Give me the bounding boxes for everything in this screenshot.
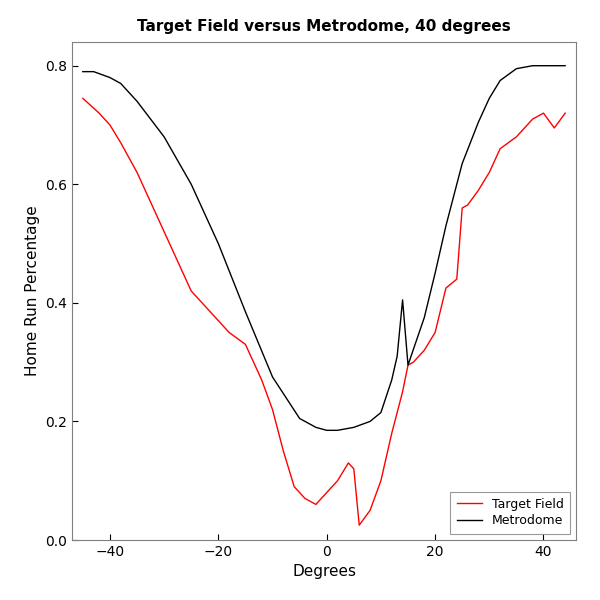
Target Field bbox=[356, 521, 363, 529]
Metrodome bbox=[90, 68, 97, 75]
Metrodome bbox=[377, 409, 385, 416]
Metrodome bbox=[540, 62, 547, 70]
Metrodome bbox=[133, 98, 140, 105]
Target Field bbox=[242, 341, 249, 348]
Target Field bbox=[79, 95, 86, 102]
Target Field bbox=[453, 275, 460, 283]
Metrodome bbox=[475, 118, 482, 125]
Metrodome bbox=[296, 415, 303, 422]
Target Field bbox=[133, 169, 140, 176]
Metrodome bbox=[106, 74, 113, 81]
Metrodome bbox=[350, 424, 358, 431]
Target Field bbox=[485, 169, 493, 176]
Metrodome bbox=[161, 133, 168, 140]
Metrodome bbox=[242, 308, 249, 316]
Target Field bbox=[269, 406, 276, 413]
Target Field bbox=[377, 477, 385, 484]
Metrodome bbox=[458, 160, 466, 167]
Target Field bbox=[215, 317, 222, 324]
Target Field bbox=[442, 284, 449, 292]
Metrodome bbox=[323, 427, 331, 434]
Target Field bbox=[458, 205, 466, 212]
Target Field bbox=[529, 115, 536, 122]
Line: Metrodome: Metrodome bbox=[83, 66, 565, 430]
Metrodome bbox=[442, 222, 449, 229]
Target Field bbox=[497, 145, 504, 152]
Target Field bbox=[475, 187, 482, 194]
Metrodome bbox=[269, 373, 276, 380]
Target Field bbox=[513, 133, 520, 140]
Metrodome bbox=[431, 269, 439, 277]
Metrodome bbox=[529, 62, 536, 70]
Target Field bbox=[323, 489, 331, 496]
Metrodome bbox=[79, 68, 86, 75]
Metrodome bbox=[334, 427, 341, 434]
Metrodome bbox=[562, 62, 569, 70]
Target Field bbox=[464, 202, 471, 209]
Metrodome bbox=[312, 424, 319, 431]
Target Field bbox=[161, 228, 168, 235]
X-axis label: Degrees: Degrees bbox=[292, 565, 356, 580]
Target Field bbox=[399, 388, 406, 395]
Target Field bbox=[95, 110, 103, 117]
Target Field bbox=[290, 483, 298, 490]
Metrodome bbox=[485, 95, 493, 102]
Metrodome bbox=[399, 296, 406, 304]
Target Field bbox=[431, 329, 439, 336]
Target Field bbox=[350, 465, 358, 472]
Target Field bbox=[540, 110, 547, 117]
Metrodome bbox=[551, 62, 558, 70]
Target Field bbox=[106, 121, 113, 128]
Title: Target Field versus Metrodome, 40 degrees: Target Field versus Metrodome, 40 degree… bbox=[137, 19, 511, 34]
Metrodome bbox=[404, 362, 412, 369]
Target Field bbox=[421, 347, 428, 354]
Target Field bbox=[188, 287, 195, 295]
Target Field bbox=[345, 460, 352, 467]
Target Field bbox=[334, 477, 341, 484]
Target Field bbox=[280, 448, 287, 455]
Target Field bbox=[301, 495, 308, 502]
Metrodome bbox=[188, 181, 195, 188]
Y-axis label: Home Run Percentage: Home Run Percentage bbox=[25, 206, 40, 376]
Line: Target Field: Target Field bbox=[83, 98, 565, 525]
Metrodome bbox=[367, 418, 374, 425]
Target Field bbox=[367, 507, 374, 514]
Target Field bbox=[388, 430, 395, 437]
Target Field bbox=[226, 329, 233, 336]
Metrodome bbox=[497, 77, 504, 84]
Metrodome bbox=[117, 80, 124, 87]
Target Field bbox=[312, 501, 319, 508]
Legend: Target Field, Metrodome: Target Field, Metrodome bbox=[451, 491, 570, 534]
Target Field bbox=[410, 359, 417, 366]
Target Field bbox=[117, 139, 124, 146]
Metrodome bbox=[394, 353, 401, 360]
Metrodome bbox=[421, 314, 428, 321]
Target Field bbox=[562, 110, 569, 117]
Target Field bbox=[551, 124, 558, 131]
Target Field bbox=[404, 362, 412, 369]
Target Field bbox=[258, 376, 265, 383]
Metrodome bbox=[513, 65, 520, 72]
Metrodome bbox=[388, 376, 395, 383]
Metrodome bbox=[215, 240, 222, 247]
